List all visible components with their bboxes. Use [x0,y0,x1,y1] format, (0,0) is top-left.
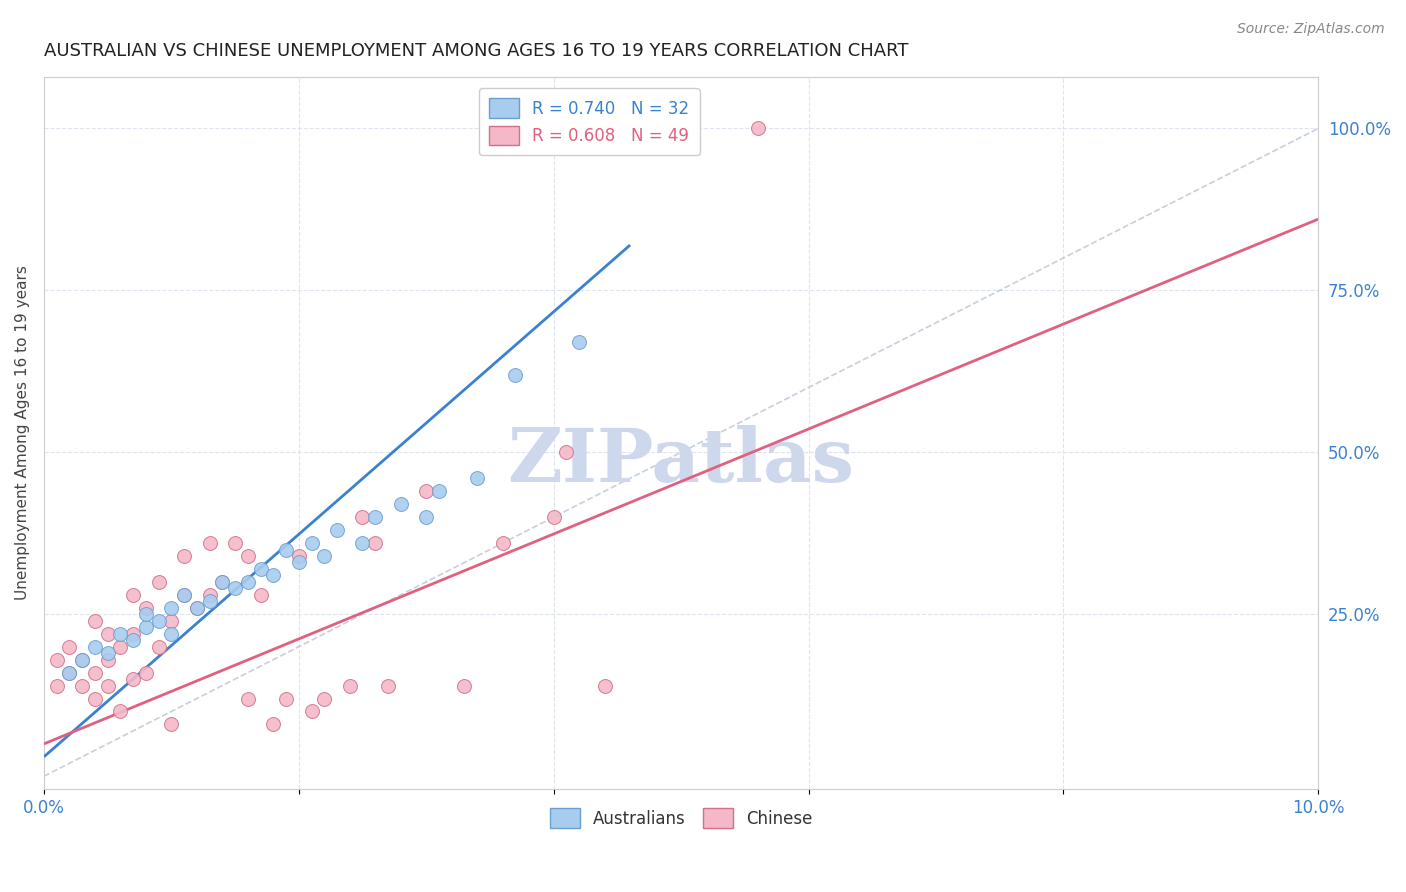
Point [45,679,67,693]
Point [287,549,309,563]
Point [70,653,93,667]
Point [122,588,145,602]
Point [45,653,67,667]
Point [83,691,105,706]
Point [568,335,591,350]
Point [198,536,221,550]
Point [453,679,475,693]
Point [135,600,157,615]
Point [135,607,157,622]
Point [465,471,488,485]
Point [97,626,120,640]
Point [122,633,145,648]
Point [160,600,183,615]
Point [415,484,437,499]
Text: AUSTRALIAN VS CHINESE UNEMPLOYMENT AMONG AGES 16 TO 19 YEARS CORRELATION CHART: AUSTRALIAN VS CHINESE UNEMPLOYMENT AMONG… [44,42,908,60]
Point [83,640,105,654]
Point [326,523,349,537]
Point [83,665,105,680]
Point [274,542,297,557]
Point [236,549,259,563]
Point [427,484,450,499]
Point [211,574,233,589]
Point [352,536,374,550]
Point [58,665,80,680]
Point [314,691,336,706]
Point [389,497,412,511]
Point [274,691,297,706]
Point [122,626,145,640]
Text: Source: ZipAtlas.com: Source: ZipAtlas.com [1237,22,1385,37]
Point [110,705,132,719]
Point [97,646,120,660]
Point [352,510,374,524]
Point [186,600,208,615]
Point [173,588,195,602]
Point [287,556,309,570]
Point [198,588,221,602]
Point [110,626,132,640]
Point [58,665,80,680]
Point [83,614,105,628]
Point [135,665,157,680]
Y-axis label: Unemployment Among Ages 16 to 19 years: Unemployment Among Ages 16 to 19 years [15,266,30,600]
Point [543,510,565,524]
Point [377,679,399,693]
Point [224,536,246,550]
Point [135,620,157,634]
Point [211,574,233,589]
Point [555,445,578,459]
Point [364,536,387,550]
Point [97,679,120,693]
Point [198,594,221,608]
Point [505,368,527,382]
Point [148,614,170,628]
Point [148,640,170,654]
Point [122,672,145,686]
Point [110,640,132,654]
Point [339,679,361,693]
Point [160,717,183,731]
Point [301,536,323,550]
Point [262,717,284,731]
Point [58,640,80,654]
Point [160,614,183,628]
Point [593,679,616,693]
Point [492,536,515,550]
Point [236,691,259,706]
Point [415,510,437,524]
Point [160,626,183,640]
Text: ZIPatlas: ZIPatlas [508,425,855,498]
Point [262,568,284,582]
Point [173,588,195,602]
Point [97,653,120,667]
Legend: Australians, Chinese: Australians, Chinese [543,802,818,834]
Point [301,705,323,719]
Point [364,510,387,524]
Point [314,549,336,563]
Point [249,562,271,576]
Point [186,600,208,615]
Point [236,574,259,589]
Point [70,679,93,693]
Point [747,121,769,136]
Point [173,549,195,563]
Point [70,653,93,667]
Point [148,574,170,589]
Point [224,582,246,596]
Point [249,588,271,602]
